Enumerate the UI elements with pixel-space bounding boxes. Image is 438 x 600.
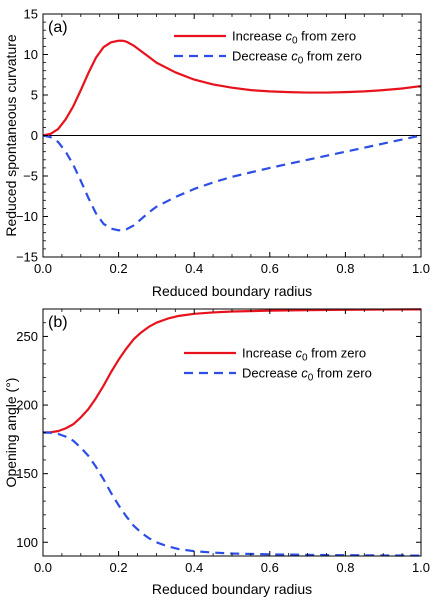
panel-a: 0.0 0.2 0.4 0.6 0.8 1.0 −15 −10 −5 0 5 10 15 Reduced … [3, 7, 430, 300]
x-tick-label: 0.0 [34, 261, 52, 276]
y-tick-label: 15 [24, 7, 38, 22]
x-tick-label: 0.6 [261, 261, 279, 276]
y-tick-label: 100 [16, 535, 38, 550]
y-tick-label: −15 [16, 250, 38, 265]
x-tick-label: 0.6 [261, 560, 279, 575]
x-tick-label: 0.0 [34, 560, 52, 575]
x-tick-label: 0.4 [185, 560, 203, 575]
y-tick-label: 150 [16, 466, 38, 481]
x-tick-label: 0.4 [185, 261, 203, 276]
x-tick-label: 0.8 [336, 560, 354, 575]
legend-entry: Decrease c0 from zero [242, 366, 372, 384]
y-tick-label: 0 [31, 128, 38, 143]
x-tick-label: 0.2 [110, 261, 128, 276]
x-tick-label: 0.2 [110, 560, 128, 575]
y-tick-label: 10 [24, 47, 38, 62]
x-tick-label: 1.0 [412, 261, 430, 276]
legend-entry: Decrease c0 from zero [232, 49, 362, 67]
y-tick-label: −5 [23, 169, 38, 184]
series-increase-line [42, 39, 422, 137]
panel-label: (a) [48, 19, 68, 36]
x-tick-label: 0.8 [336, 261, 354, 276]
y-axis-label: Opening angle (°) [3, 378, 19, 488]
panel-b: 0.0 0.2 0.4 0.6 0.8 1.0 100 150 200 250 Reduced bo… [3, 308, 430, 597]
legend-entry: Increase c0 from zero [232, 29, 356, 47]
x-axis-label: Reduced boundary radius [152, 581, 312, 597]
x-axis-label: Reduced boundary radius [152, 283, 312, 299]
y-tick-label: 250 [16, 329, 38, 344]
series-decrease-line [42, 134, 422, 232]
series-increase-line [42, 308, 422, 434]
y-tick-label: 5 [31, 88, 38, 103]
y-tick-label: −10 [16, 209, 38, 224]
series-decrease-line [42, 431, 422, 557]
y-axis-label: Reduced spontaneous curvature [3, 34, 19, 237]
y-tick-label: 200 [16, 398, 38, 413]
legend-entry: Increase c0 from zero [242, 346, 366, 364]
x-tick-label: 1.0 [412, 560, 430, 575]
panel-label: (b) [48, 314, 68, 331]
